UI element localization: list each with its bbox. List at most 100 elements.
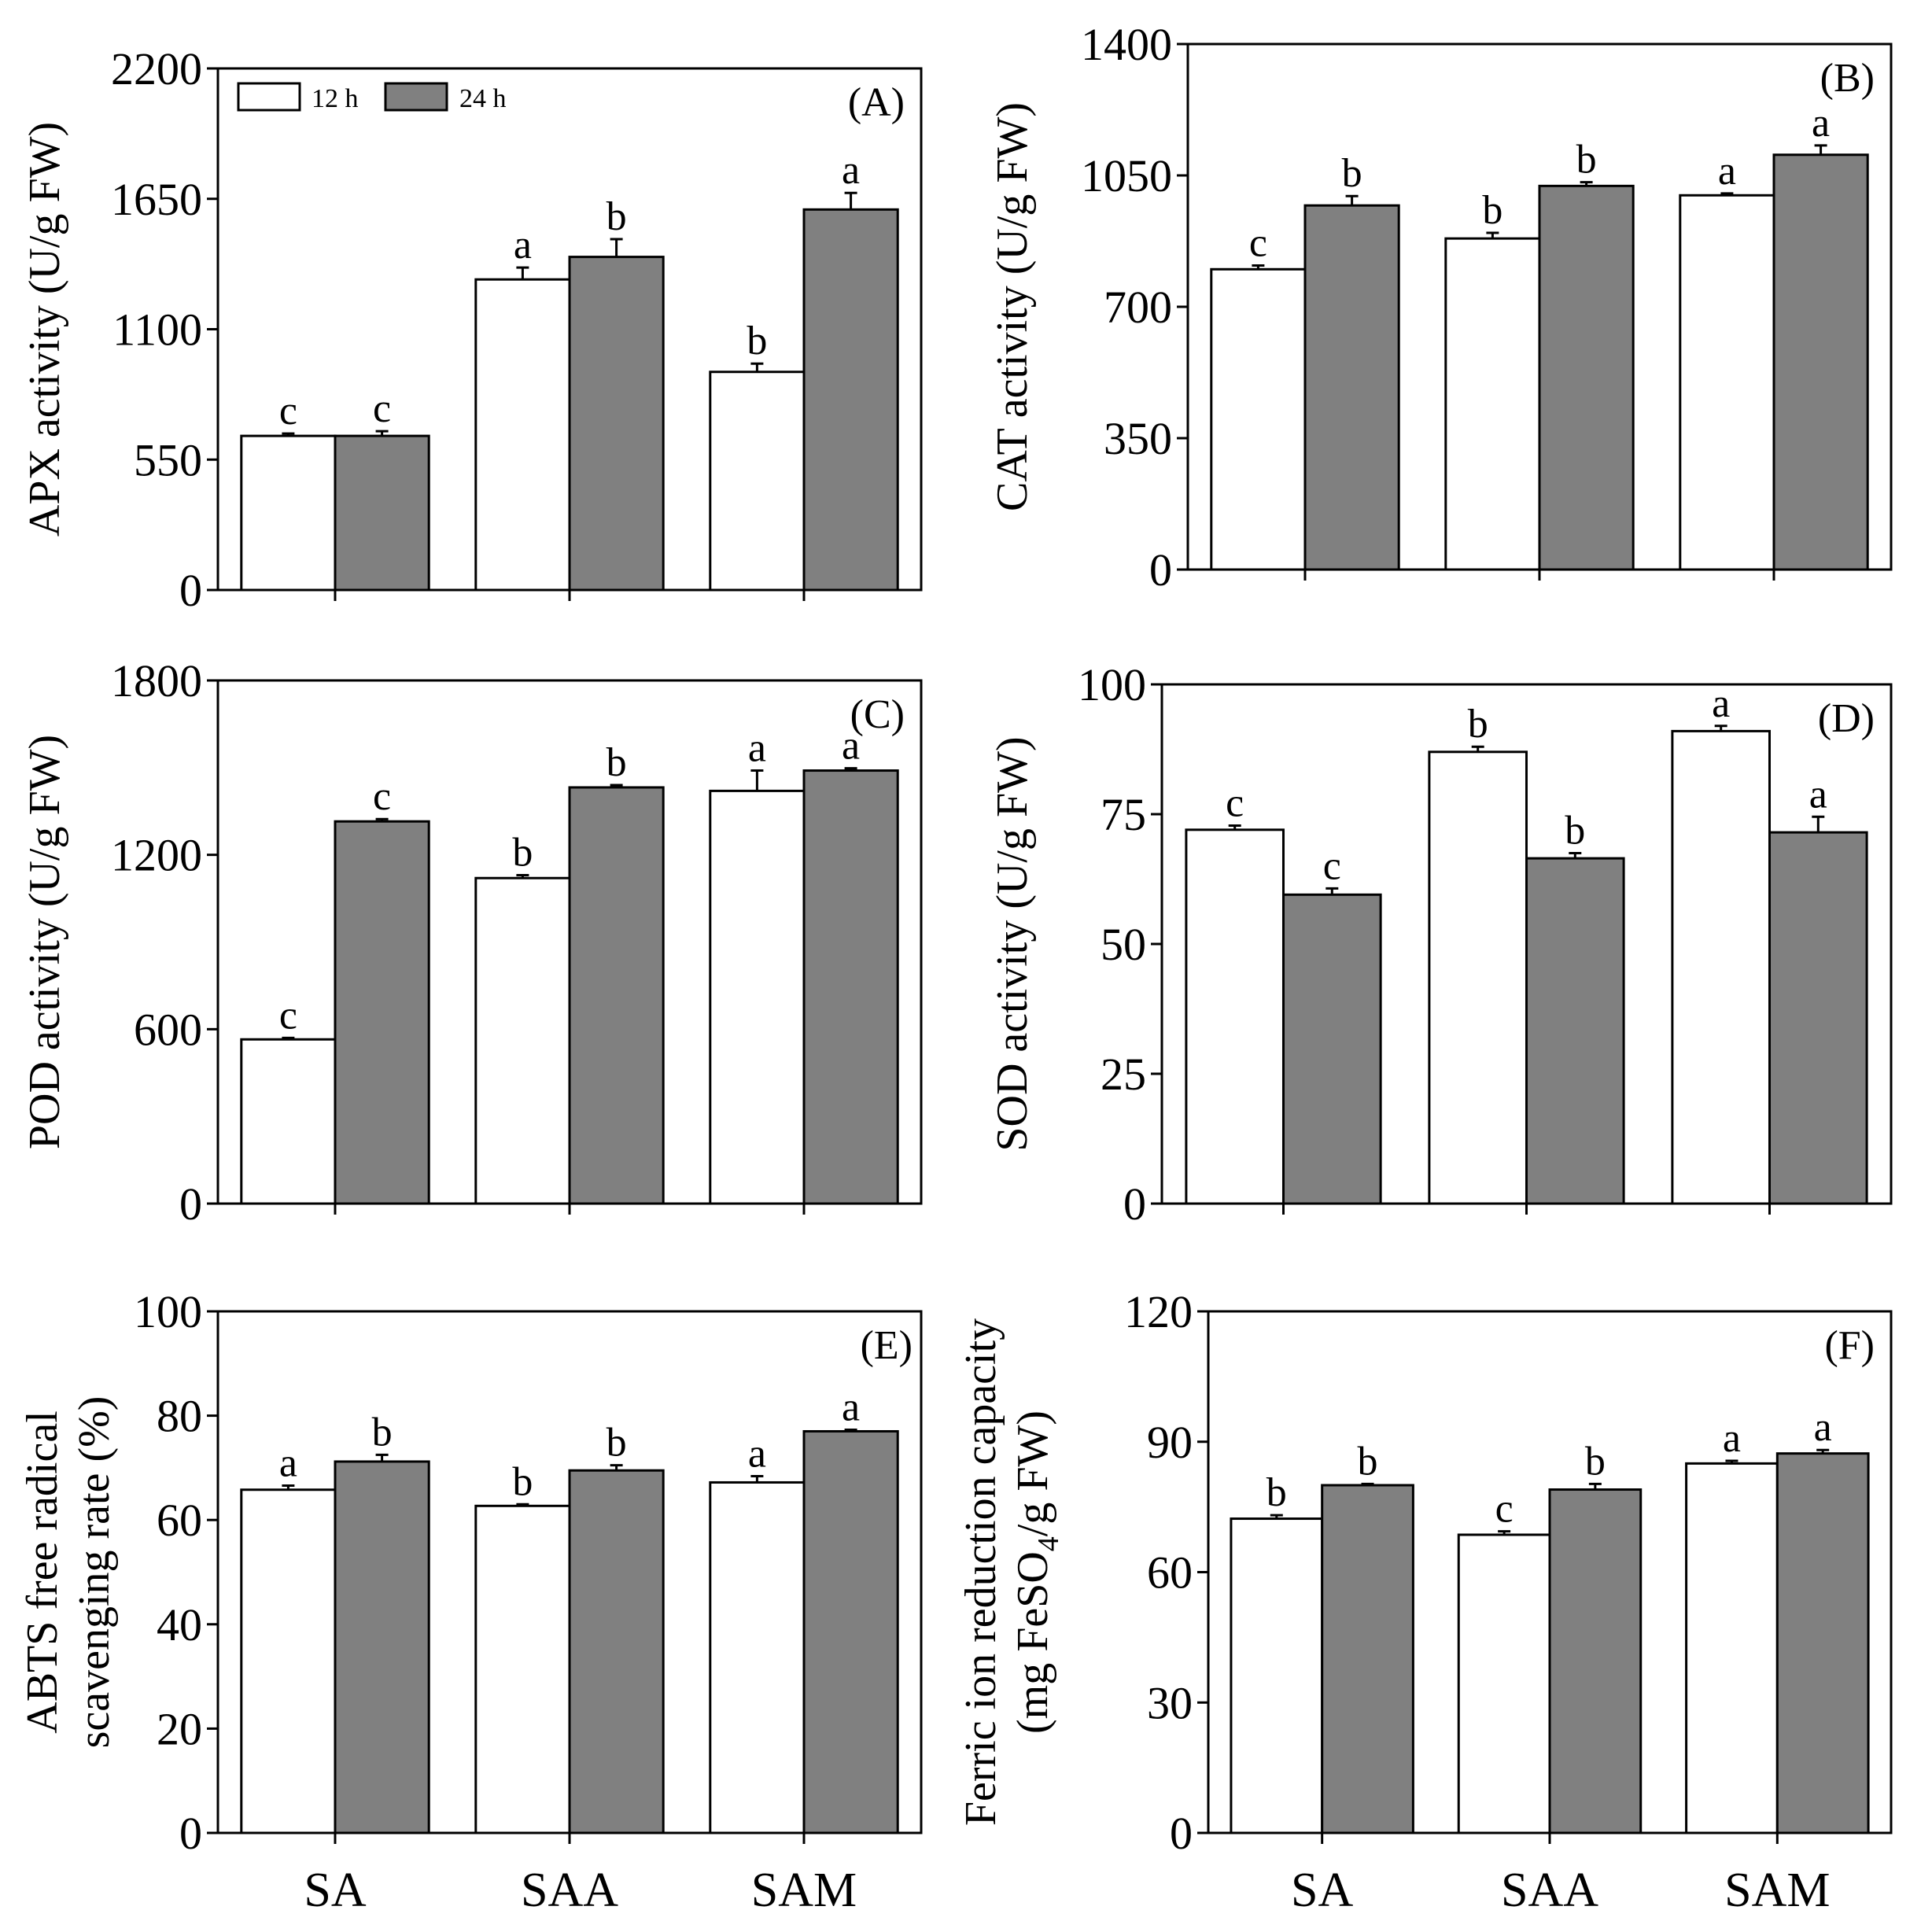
bar-12h — [240, 434, 337, 592]
y-tick-label: 80 — [157, 1391, 202, 1442]
y-tick-label: 1800 — [111, 655, 202, 706]
bar-12h — [1679, 194, 1775, 571]
bar-24h — [568, 256, 665, 592]
significance-letter: a — [1712, 681, 1730, 726]
bar-12h — [709, 371, 806, 592]
y-tick-label: 1650 — [111, 174, 202, 225]
bar-24h — [1538, 184, 1635, 571]
panel-label: (F) — [1824, 1323, 1875, 1368]
y-tick-label: 350 — [1104, 413, 1172, 464]
y-tick-label: 0 — [1123, 1178, 1146, 1230]
bar-24h — [802, 769, 899, 1205]
chart-panel-a: 0 550 1100 1650 2200 c a b c b a (A) APX activity (U… — [20, 43, 923, 616]
bar-24h — [1321, 1484, 1414, 1834]
bar-12h — [709, 789, 806, 1205]
y-tick-label: 1200 — [111, 830, 202, 881]
bar-12h — [1444, 237, 1541, 571]
y-axis-label: Ferric ion reduction capacity(mg FeSO4/g… — [957, 1318, 1065, 1826]
y-tick-label: 550 — [134, 434, 202, 485]
bar-24h — [1282, 893, 1382, 1205]
bar-12h — [1185, 828, 1285, 1205]
y-tick-label: 60 — [1147, 1547, 1193, 1598]
significance-letter: a — [842, 1385, 860, 1430]
bar-24h — [334, 820, 430, 1205]
significance-letter: b — [1342, 151, 1362, 196]
panel-label: (D) — [1818, 696, 1875, 741]
significance-letter: b — [1358, 1439, 1378, 1484]
legend-label-12h: 12 h — [312, 84, 359, 113]
y-axis-label-line-1: ABTS free radical — [18, 1410, 67, 1733]
bar-24h — [1775, 1452, 1870, 1834]
significance-letter: a — [842, 724, 860, 769]
significance-letter: b — [1266, 1470, 1287, 1515]
chart-panel-d: 0 25 50 75 100 c b a c b a (D) SOD activity (U/g FW) — [988, 659, 1893, 1230]
bar-12h — [474, 876, 571, 1205]
bar-12h — [240, 1488, 337, 1834]
significance-letter: b — [1565, 809, 1585, 854]
significance-letter: c — [279, 993, 297, 1038]
y-tick-label: 700 — [1104, 282, 1172, 333]
significance-letter: b — [512, 831, 533, 876]
bar-24h — [1772, 153, 1869, 571]
y-axis-label-line-2: scavenging rate (%) — [70, 1396, 119, 1749]
bar-24h — [1768, 831, 1868, 1205]
significance-letter: c — [1226, 781, 1244, 826]
bar-24h — [568, 786, 665, 1205]
bar-24h — [1525, 857, 1625, 1205]
bar-24h — [1548, 1488, 1643, 1834]
y-tick-label: 90 — [1147, 1417, 1193, 1468]
significance-letter: c — [279, 389, 297, 433]
panel-label: (A) — [848, 80, 905, 125]
significance-letter: b — [1468, 702, 1488, 747]
significance-letter: b — [607, 1421, 627, 1466]
significance-letter: c — [1249, 221, 1267, 266]
panel-label: (C) — [850, 692, 905, 737]
y-tick-label: 0 — [1170, 1808, 1193, 1859]
bar-12h — [1428, 750, 1528, 1205]
y-tick-label: 0 — [179, 565, 202, 616]
y-tick-label: 2200 — [111, 43, 202, 94]
y-axis-label: POD activity (U/g FW) — [20, 735, 69, 1149]
y-tick-label: 0 — [1149, 544, 1172, 595]
significance-letter: b — [1585, 1439, 1606, 1484]
significance-letter: b — [512, 1459, 533, 1504]
y-axis-label-line-2: (mg FeSO — [1008, 1551, 1057, 1734]
y-axis-label-line-1: Ferric ion reduction capacity — [957, 1318, 1005, 1826]
y-tick-label: 100 — [134, 1286, 202, 1337]
y-tick-label: 75 — [1101, 789, 1146, 840]
y-tick-label: 60 — [157, 1495, 202, 1546]
x-tick-label: SA — [304, 1864, 366, 1910]
y-tick-label: 1050 — [1081, 150, 1172, 201]
y-axis-label: APX activity (U/g FW) — [20, 122, 69, 536]
y-tick-label: 25 — [1101, 1049, 1146, 1100]
bar-24h — [802, 208, 899, 592]
bar-12h — [240, 1038, 337, 1205]
bar-24h — [334, 1460, 430, 1834]
y-tick-label: 0 — [179, 1808, 202, 1859]
significance-letter: a — [1814, 1405, 1832, 1450]
significance-letter: a — [1723, 1416, 1741, 1461]
legend-swatch-12h — [237, 82, 301, 112]
bar-12h — [1230, 1517, 1324, 1834]
significance-letter: b — [1576, 138, 1597, 183]
y-tick-label: 40 — [157, 1599, 202, 1650]
significance-letter: b — [1482, 188, 1502, 233]
bar-12h — [709, 1480, 806, 1834]
y-tick-label: 120 — [1124, 1286, 1193, 1337]
legend-label-24h: 24 h — [459, 84, 507, 113]
y-tick-label: 30 — [1147, 1677, 1193, 1728]
significance-letter: a — [1812, 101, 1830, 146]
y-tick-label: 600 — [134, 1004, 202, 1055]
significance-letter: a — [748, 726, 766, 771]
significance-letter: c — [1495, 1487, 1514, 1532]
bar-24h — [568, 1469, 665, 1834]
significance-letter: b — [607, 194, 627, 239]
significance-letter: a — [279, 1440, 297, 1485]
bar-24h — [802, 1429, 899, 1834]
y-tick-label: 100 — [1078, 659, 1146, 710]
y-tick-label: 20 — [157, 1703, 202, 1754]
